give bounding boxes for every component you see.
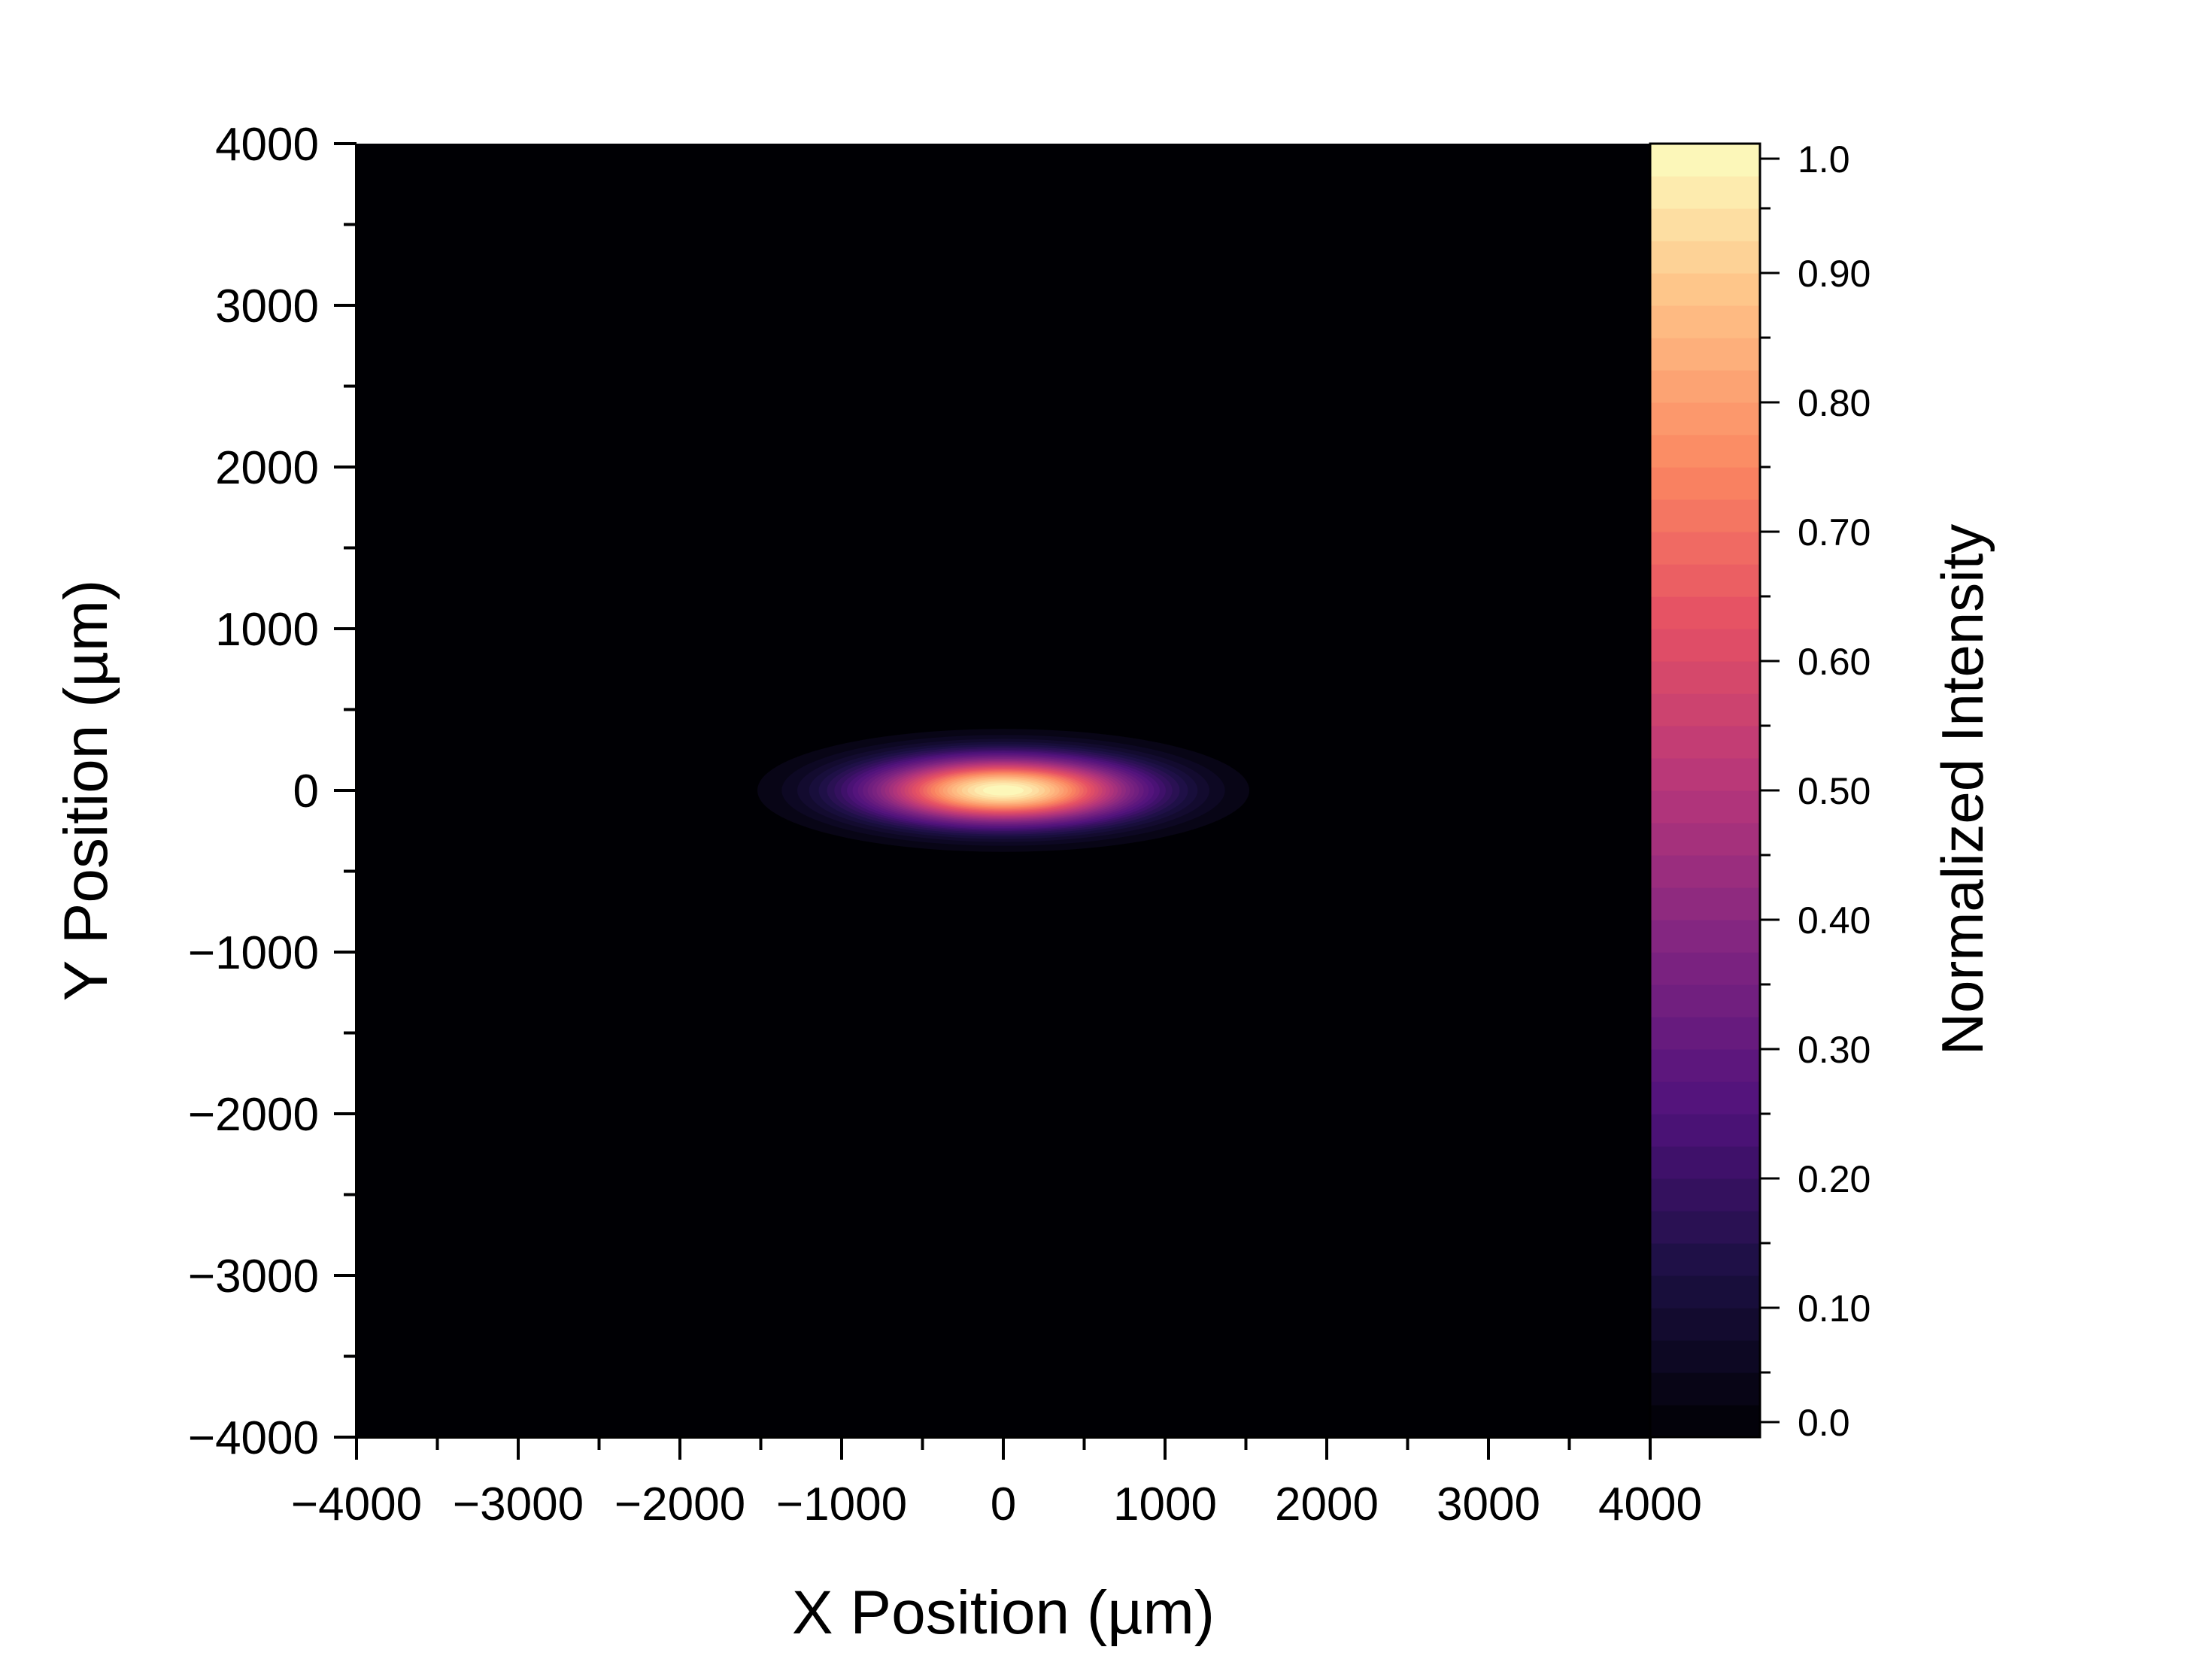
x-tick-label: 3000 <box>1437 1478 1540 1530</box>
y-tick-label: 4000 <box>215 119 319 171</box>
y-axis-title: Y Position (µm) <box>52 580 120 1002</box>
colorbar-band <box>1650 273 1760 306</box>
y-axis-ticks: 4000 3000 2000 1000 0 −1000 −2000 −3000 −4000 <box>188 119 357 1464</box>
colorbar-tick-label: 0.70 <box>1798 511 1871 553</box>
colorbar-band <box>1650 176 1760 209</box>
colorbar-bands <box>1650 144 1760 1438</box>
colorbar-band <box>1650 499 1760 532</box>
x-tick-label: −2000 <box>614 1478 745 1530</box>
colorbar-band <box>1650 984 1760 1018</box>
colorbar-band <box>1650 1308 1760 1341</box>
colorbar-band <box>1650 790 1760 823</box>
x-tick-label: 0 <box>991 1478 1016 1530</box>
colorbar-tick-label: 0.0 <box>1798 1402 1850 1444</box>
colorbar-band <box>1650 402 1760 435</box>
y-tick-label: −2000 <box>188 1089 319 1141</box>
colorbar-band <box>1650 758 1760 791</box>
colorbar-band <box>1650 629 1760 662</box>
intensity-contours <box>757 729 1250 852</box>
colorbar-tick-label: 0.20 <box>1798 1158 1871 1200</box>
colorbar-band <box>1650 305 1760 338</box>
colorbar-tick-label: 0.80 <box>1798 382 1871 424</box>
y-tick-label: −3000 <box>188 1251 319 1303</box>
y-tick-label: 2000 <box>215 442 319 494</box>
colorbar-band <box>1650 1275 1760 1309</box>
y-tick-label: 0 <box>293 766 319 817</box>
colorbar-band <box>1650 1114 1760 1147</box>
colorbar-tick-label: 0.40 <box>1798 899 1871 942</box>
colorbar-band <box>1650 467 1760 500</box>
colorbar-band <box>1650 887 1760 920</box>
colorbar-band <box>1650 952 1760 985</box>
x-tick-label: −4000 <box>291 1478 422 1530</box>
colorbar-band <box>1650 661 1760 694</box>
colorbar-band <box>1650 1372 1760 1406</box>
colorbar-band <box>1650 1340 1760 1373</box>
colorbar-tick-label: 0.50 <box>1798 770 1871 812</box>
colorbar-band <box>1650 1211 1760 1244</box>
colorbar-band <box>1650 532 1760 565</box>
y-tick-label: 1000 <box>215 604 319 656</box>
plot-area <box>357 144 1650 1437</box>
colorbar-band <box>1650 823 1760 856</box>
colorbar-band <box>1650 370 1760 403</box>
colorbar-tick-label: 0.60 <box>1798 641 1871 683</box>
colorbar-band <box>1650 144 1760 177</box>
colorbar-tick-label: 0.30 <box>1798 1029 1871 1071</box>
colorbar-band <box>1650 208 1760 241</box>
colorbar-band <box>1650 564 1760 597</box>
colorbar-tick-label: 0.90 <box>1798 253 1871 295</box>
y-tick-label: −1000 <box>188 927 319 979</box>
colorbar-band <box>1650 1178 1760 1212</box>
colorbar-title: Normalized Intensity <box>1929 524 1995 1056</box>
colorbar-band <box>1650 1049 1760 1082</box>
colorbar-band <box>1650 1405 1760 1438</box>
colorbar-band <box>1650 920 1760 953</box>
colorbar-tick-label: 1.0 <box>1798 138 1850 180</box>
x-axis-ticks: −4000 −3000 −2000 −1000 0 1000 2000 3000 4000 <box>291 1437 1702 1530</box>
x-tick-label: 2000 <box>1275 1478 1379 1530</box>
colorbar-tick-label: 0.10 <box>1798 1287 1871 1330</box>
colorbar-band <box>1650 1146 1760 1179</box>
colorbar-band <box>1650 855 1760 888</box>
x-axis-title: X Position (µm) <box>792 1579 1215 1647</box>
colorbar-band <box>1650 338 1760 371</box>
colorbar-band <box>1650 726 1760 759</box>
x-tick-label: −1000 <box>776 1478 907 1530</box>
x-tick-label: 1000 <box>1113 1478 1217 1530</box>
y-tick-label: 3000 <box>215 281 319 332</box>
x-tick-label: 4000 <box>1598 1478 1702 1530</box>
colorbar: 0.0 0.10 0.20 0.30 0.40 0.50 0.60 0.70 0.80 0.90 1… <box>1649 138 1995 1444</box>
colorbar-band <box>1650 241 1760 274</box>
colorbar-ticks: 0.0 0.10 0.20 0.30 0.40 0.50 0.60 0.70 0.80 0.90 1… <box>1760 138 1871 1444</box>
axes: −4000 −3000 −2000 −1000 0 1000 2000 3000 4000 40… <box>52 119 1702 1647</box>
colorbar-band <box>1650 596 1760 629</box>
colorbar-band <box>1650 1017 1760 1050</box>
colorbar-band <box>1650 1243 1760 1276</box>
colorbar-band <box>1650 435 1760 468</box>
y-tick-label: −4000 <box>188 1412 319 1464</box>
colorbar-band <box>1650 693 1760 726</box>
colorbar-band <box>1650 1081 1760 1115</box>
contour-level-39 <box>982 785 1024 796</box>
x-tick-label: −3000 <box>453 1478 584 1530</box>
